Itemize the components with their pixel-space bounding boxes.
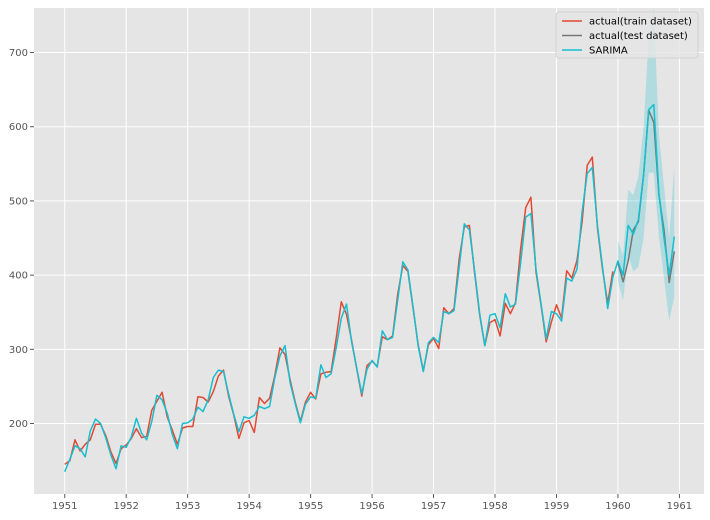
- y-tick-label-300: 300: [9, 345, 28, 356]
- legend: actual(train dataset) actual(test dataset…: [555, 11, 699, 59]
- x-axis: 1951 1952 1953 1954 1955 1956 1957 1958 1959 1960…: [52, 494, 692, 512]
- legend-label-actual-test-dataset-: actual(test dataset): [589, 31, 688, 42]
- x-tick-label-1952: 1952: [113, 501, 138, 512]
- x-tick-label-1951: 1951: [52, 501, 77, 512]
- y-tick-label-600: 600: [9, 122, 28, 133]
- y-tick-label-500: 500: [9, 196, 28, 207]
- x-tick-label-1959: 1959: [544, 501, 569, 512]
- confidence-band-area: [617, 8, 675, 322]
- series-lines: [64, 103, 676, 472]
- plot-background: [34, 8, 704, 494]
- x-tick-label-1961: 1961: [667, 501, 692, 512]
- legend-label-actual-train-dataset-: actual(train dataset): [589, 17, 692, 28]
- y-tick-label-700: 700: [9, 48, 28, 59]
- legend-label-sarima: SARIMA: [589, 46, 628, 57]
- x-tick-label-1958: 1958: [482, 501, 507, 512]
- x-tick-label-1957: 1957: [421, 501, 446, 512]
- confidence-band: [617, 8, 675, 322]
- x-tick-label-1960: 1960: [605, 501, 630, 512]
- x-tick-label-1955: 1955: [298, 501, 323, 512]
- y-tick-label-400: 400: [9, 271, 28, 282]
- x-tick-label-1956: 1956: [359, 501, 384, 512]
- grid: [34, 8, 704, 494]
- x-tick-label-1954: 1954: [236, 501, 261, 512]
- x-tick-label-1953: 1953: [175, 501, 200, 512]
- series-line-sarima: [64, 103, 676, 472]
- y-axis: 200 300 400 500 600 700: [9, 48, 34, 430]
- y-tick-label-200: 200: [9, 419, 28, 430]
- legend-box: [555, 11, 699, 59]
